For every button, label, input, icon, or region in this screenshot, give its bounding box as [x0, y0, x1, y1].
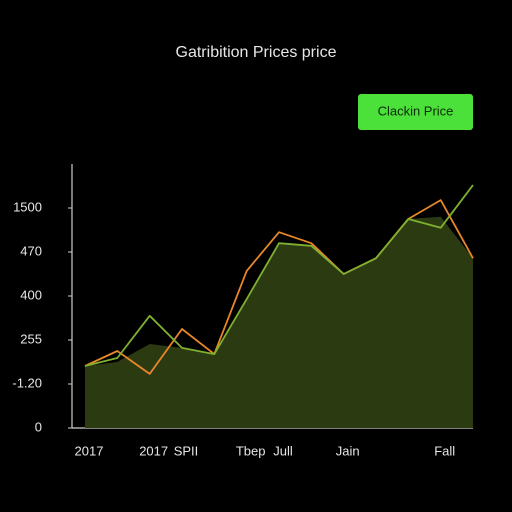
x-tick-label: Tbep	[236, 443, 266, 458]
y-tick-label: -1.20	[12, 375, 42, 390]
chart-title: Gatribition Prices price	[176, 44, 337, 61]
y-tick-label: 0	[35, 419, 42, 434]
x-tick-label: 2017	[139, 443, 168, 458]
line	[84, 184, 474, 367]
price-button-label[interactable]: Clackin Price	[378, 103, 454, 118]
x-tick-label: 2017	[75, 443, 104, 458]
y-tick-label: 470	[20, 243, 42, 258]
x-tick-label: Jain	[336, 443, 360, 458]
y-tick-label: 1500	[13, 199, 42, 214]
y-tick-label: 255	[20, 331, 42, 346]
y-tick-label: 400	[20, 287, 42, 302]
price-button[interactable]	[358, 94, 473, 130]
x-tick-label: Fall	[434, 443, 455, 458]
x-tick-label: SPII	[174, 443, 199, 458]
x-tick-label: Jull	[273, 443, 293, 458]
area	[85, 216, 473, 428]
